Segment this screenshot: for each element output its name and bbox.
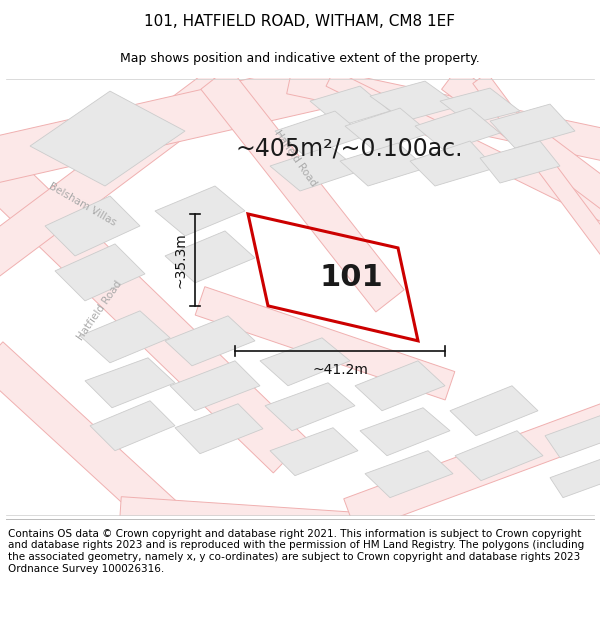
Polygon shape	[480, 141, 560, 183]
Polygon shape	[344, 399, 600, 532]
Polygon shape	[45, 196, 140, 256]
Polygon shape	[90, 401, 175, 451]
Polygon shape	[440, 88, 520, 124]
Text: Hatfield Road: Hatfield Road	[76, 279, 124, 342]
Polygon shape	[455, 431, 543, 481]
Text: 101, HATFIELD ROAD, WITHAM, CM8 1EF: 101, HATFIELD ROAD, WITHAM, CM8 1EF	[145, 14, 455, 29]
Polygon shape	[55, 244, 145, 301]
Polygon shape	[545, 416, 600, 457]
Polygon shape	[550, 458, 600, 498]
Polygon shape	[340, 143, 426, 186]
Polygon shape	[0, 342, 188, 539]
Polygon shape	[0, 139, 307, 473]
Polygon shape	[355, 361, 445, 411]
Polygon shape	[201, 67, 404, 312]
Polygon shape	[265, 382, 355, 431]
Text: Contains OS data © Crown copyright and database right 2021. This information is : Contains OS data © Crown copyright and d…	[8, 529, 584, 574]
Polygon shape	[275, 111, 365, 156]
Polygon shape	[260, 338, 350, 386]
Polygon shape	[442, 67, 600, 217]
Polygon shape	[365, 451, 453, 498]
Polygon shape	[360, 408, 450, 456]
Polygon shape	[170, 361, 260, 411]
Polygon shape	[175, 404, 263, 454]
Polygon shape	[270, 146, 360, 191]
Text: ~405m²/~0.100ac.: ~405m²/~0.100ac.	[235, 136, 463, 160]
Polygon shape	[165, 316, 255, 366]
Polygon shape	[473, 72, 600, 271]
Polygon shape	[80, 311, 170, 362]
Polygon shape	[0, 64, 325, 183]
Polygon shape	[490, 104, 575, 148]
Text: Hafield Road: Hafield Road	[272, 128, 318, 188]
Polygon shape	[415, 108, 500, 151]
Polygon shape	[270, 428, 358, 476]
Polygon shape	[165, 231, 255, 283]
Polygon shape	[30, 91, 185, 186]
Text: Map shows position and indicative extent of the property.: Map shows position and indicative extent…	[120, 52, 480, 65]
Polygon shape	[410, 141, 495, 186]
Text: ~35.3m: ~35.3m	[173, 232, 187, 288]
Polygon shape	[326, 70, 600, 229]
Polygon shape	[195, 287, 455, 400]
Text: 101: 101	[319, 262, 383, 292]
Polygon shape	[155, 186, 245, 236]
Polygon shape	[450, 386, 538, 436]
Polygon shape	[287, 62, 600, 162]
Polygon shape	[0, 70, 232, 282]
Polygon shape	[345, 108, 430, 151]
Text: Belsham Villas: Belsham Villas	[47, 181, 118, 228]
Polygon shape	[370, 81, 460, 121]
Polygon shape	[85, 357, 175, 408]
Polygon shape	[310, 86, 390, 126]
Text: ~41.2m: ~41.2m	[312, 362, 368, 377]
Polygon shape	[119, 497, 421, 554]
